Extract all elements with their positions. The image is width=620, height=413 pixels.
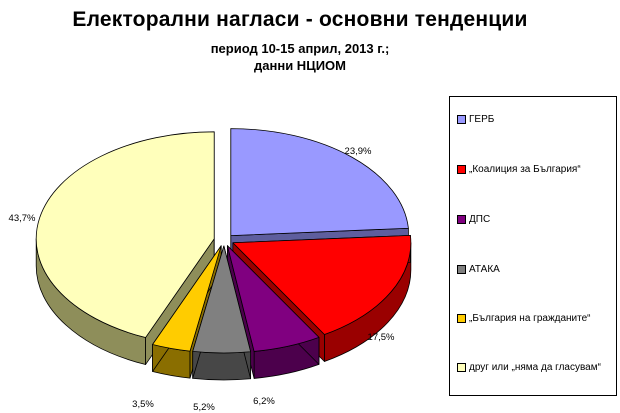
pie-slice-top-drug [35,131,215,338]
data-label-drug: 43,7% [9,213,36,224]
data-label-ataka: 5,2% [193,402,215,413]
legend-label: „Коалиция за България“ [469,164,581,175]
legend: ГЕРБ „Коалиция за България“ ДПС АТАКА „Б… [449,96,617,396]
pie-slice-ataka [192,245,252,381]
pie-slice-top-ataka [192,245,252,354]
legend-label: АТАКА [469,264,500,275]
legend-swatch [457,215,466,224]
legend-item-dps: ДПС [457,213,615,226]
chart-subtitle-source: данни НЦИОМ [254,58,346,73]
legend-item-koalitsia: „Коалиция за България“ [457,163,615,176]
pie-slice-dps [226,245,320,379]
legend-label: друг или „няма да гласувам“ [469,362,601,373]
legend-item-gerb: ГЕРБ [457,113,615,126]
pie-slice-top-gerb [230,128,409,237]
pie-slice-top-koalitsia [232,234,412,335]
legend-swatch [457,265,466,274]
legend-item-balgaria-grazhdanite: „България на гражданите“ [457,312,615,325]
legend-swatch [457,165,466,174]
legend-swatch [457,115,466,124]
data-label-koalitsia: 17,5% [368,332,395,343]
pie-slice-side-ataka [192,350,252,381]
pie-slice-top-dps [226,245,320,352]
data-label-gerb: 23,9% [345,146,372,157]
data-label-balgaria-grazhdanite: 3,5% [132,399,154,410]
legend-swatch [457,363,466,372]
legend-item-ataka: АТАКА [457,263,615,276]
legend-label: ДПС [469,214,491,225]
legend-swatch [457,314,466,323]
legend-label: „България на гражданите“ [469,313,591,324]
legend-label: ГЕРБ [469,114,495,125]
pie-slice-top-balgaria-grazhdanite [152,245,222,352]
pie-chart: 23,9% 17,5% 6,2% 5,2% 3,5% 43,7% [9,128,412,413]
chart-title: Електорални нагласи - основни тенденции [72,8,528,31]
legend-item-drug: друг или „няма да гласувам“ [457,361,615,374]
data-label-dps: 6,2% [253,396,275,407]
chart-subtitle-period: период 10-15 април, 2013 г.; [210,41,390,56]
